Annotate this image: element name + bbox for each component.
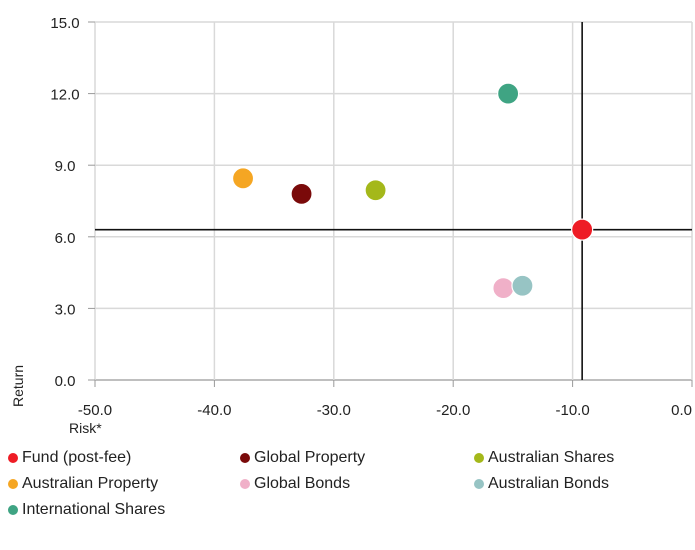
legend-label: Australian Bonds (488, 475, 609, 492)
legend-item-australian-shares: Australian Shares (474, 446, 614, 470)
x-tick-label: 0.0 (671, 402, 692, 419)
x-tick-label: -50.0 (78, 402, 112, 419)
y-tick-label: 6.0 (55, 230, 76, 247)
legend-item-australian-property: Australian Property (8, 472, 158, 496)
x-tick-label: -20.0 (436, 402, 470, 419)
point-global-bonds (492, 277, 515, 300)
legend-item-global-property: Global Property (240, 446, 365, 470)
y-axis-ticks: 0.0 3.0 6.0 9.0 12.0 15.0 (50, 15, 95, 390)
grid (94, 21, 693, 381)
y-tick-label: 3.0 (55, 301, 76, 318)
y-tick-label: 12.0 (50, 87, 79, 104)
legend-label: Global Bonds (254, 475, 351, 492)
y-tick-label: 9.0 (55, 158, 76, 175)
legend-label: Fund (post-fee) (22, 449, 132, 466)
point-australian-bonds (511, 274, 534, 297)
point-australian-shares (364, 179, 387, 202)
y-tick-label: 0.0 (55, 373, 76, 390)
x-tick-label: -30.0 (317, 402, 351, 419)
x-tick-label: -10.0 (555, 402, 589, 419)
legend-item-global-bonds: Global Bonds (240, 472, 350, 496)
legend-label: Australian Property (22, 475, 159, 492)
y-axis-label: Return (10, 365, 26, 407)
legend-item-australian-bonds: Australian Bonds (474, 472, 609, 496)
legend-marker (240, 453, 250, 463)
legend-item-international-shares: International Shares (8, 498, 165, 522)
legend-item-fund-post-fee: Fund (post-fee) (8, 446, 131, 470)
point-fund-post-fee (571, 218, 594, 241)
legend-marker (474, 453, 484, 463)
legend-label: International Shares (22, 501, 166, 518)
point-australian-property (231, 167, 255, 190)
reference-lines (95, 22, 692, 380)
legend-label: Australian Shares (488, 449, 615, 466)
x-tick-label: -40.0 (197, 402, 231, 419)
scatter-chart: 0.0 3.0 6.0 9.0 12.0 15.0 -50.0 -40.0 -30.0 -20.… (10, 15, 693, 436)
data-points (231, 82, 594, 300)
legend-marker (8, 505, 18, 515)
point-global-property (290, 182, 313, 205)
legend-label: Global Property (254, 449, 366, 466)
legend-marker (240, 479, 250, 489)
legend-marker (8, 479, 18, 489)
y-tick-label: 15.0 (50, 15, 79, 32)
x-axis-ticks: -50.0 -40.0 -30.0 -20.0 -10.0 0.0 (78, 380, 693, 419)
x-axis-label: Risk* (69, 420, 102, 436)
legend-marker (8, 453, 18, 463)
point-international-shares (497, 82, 520, 105)
legend-marker (474, 479, 484, 489)
